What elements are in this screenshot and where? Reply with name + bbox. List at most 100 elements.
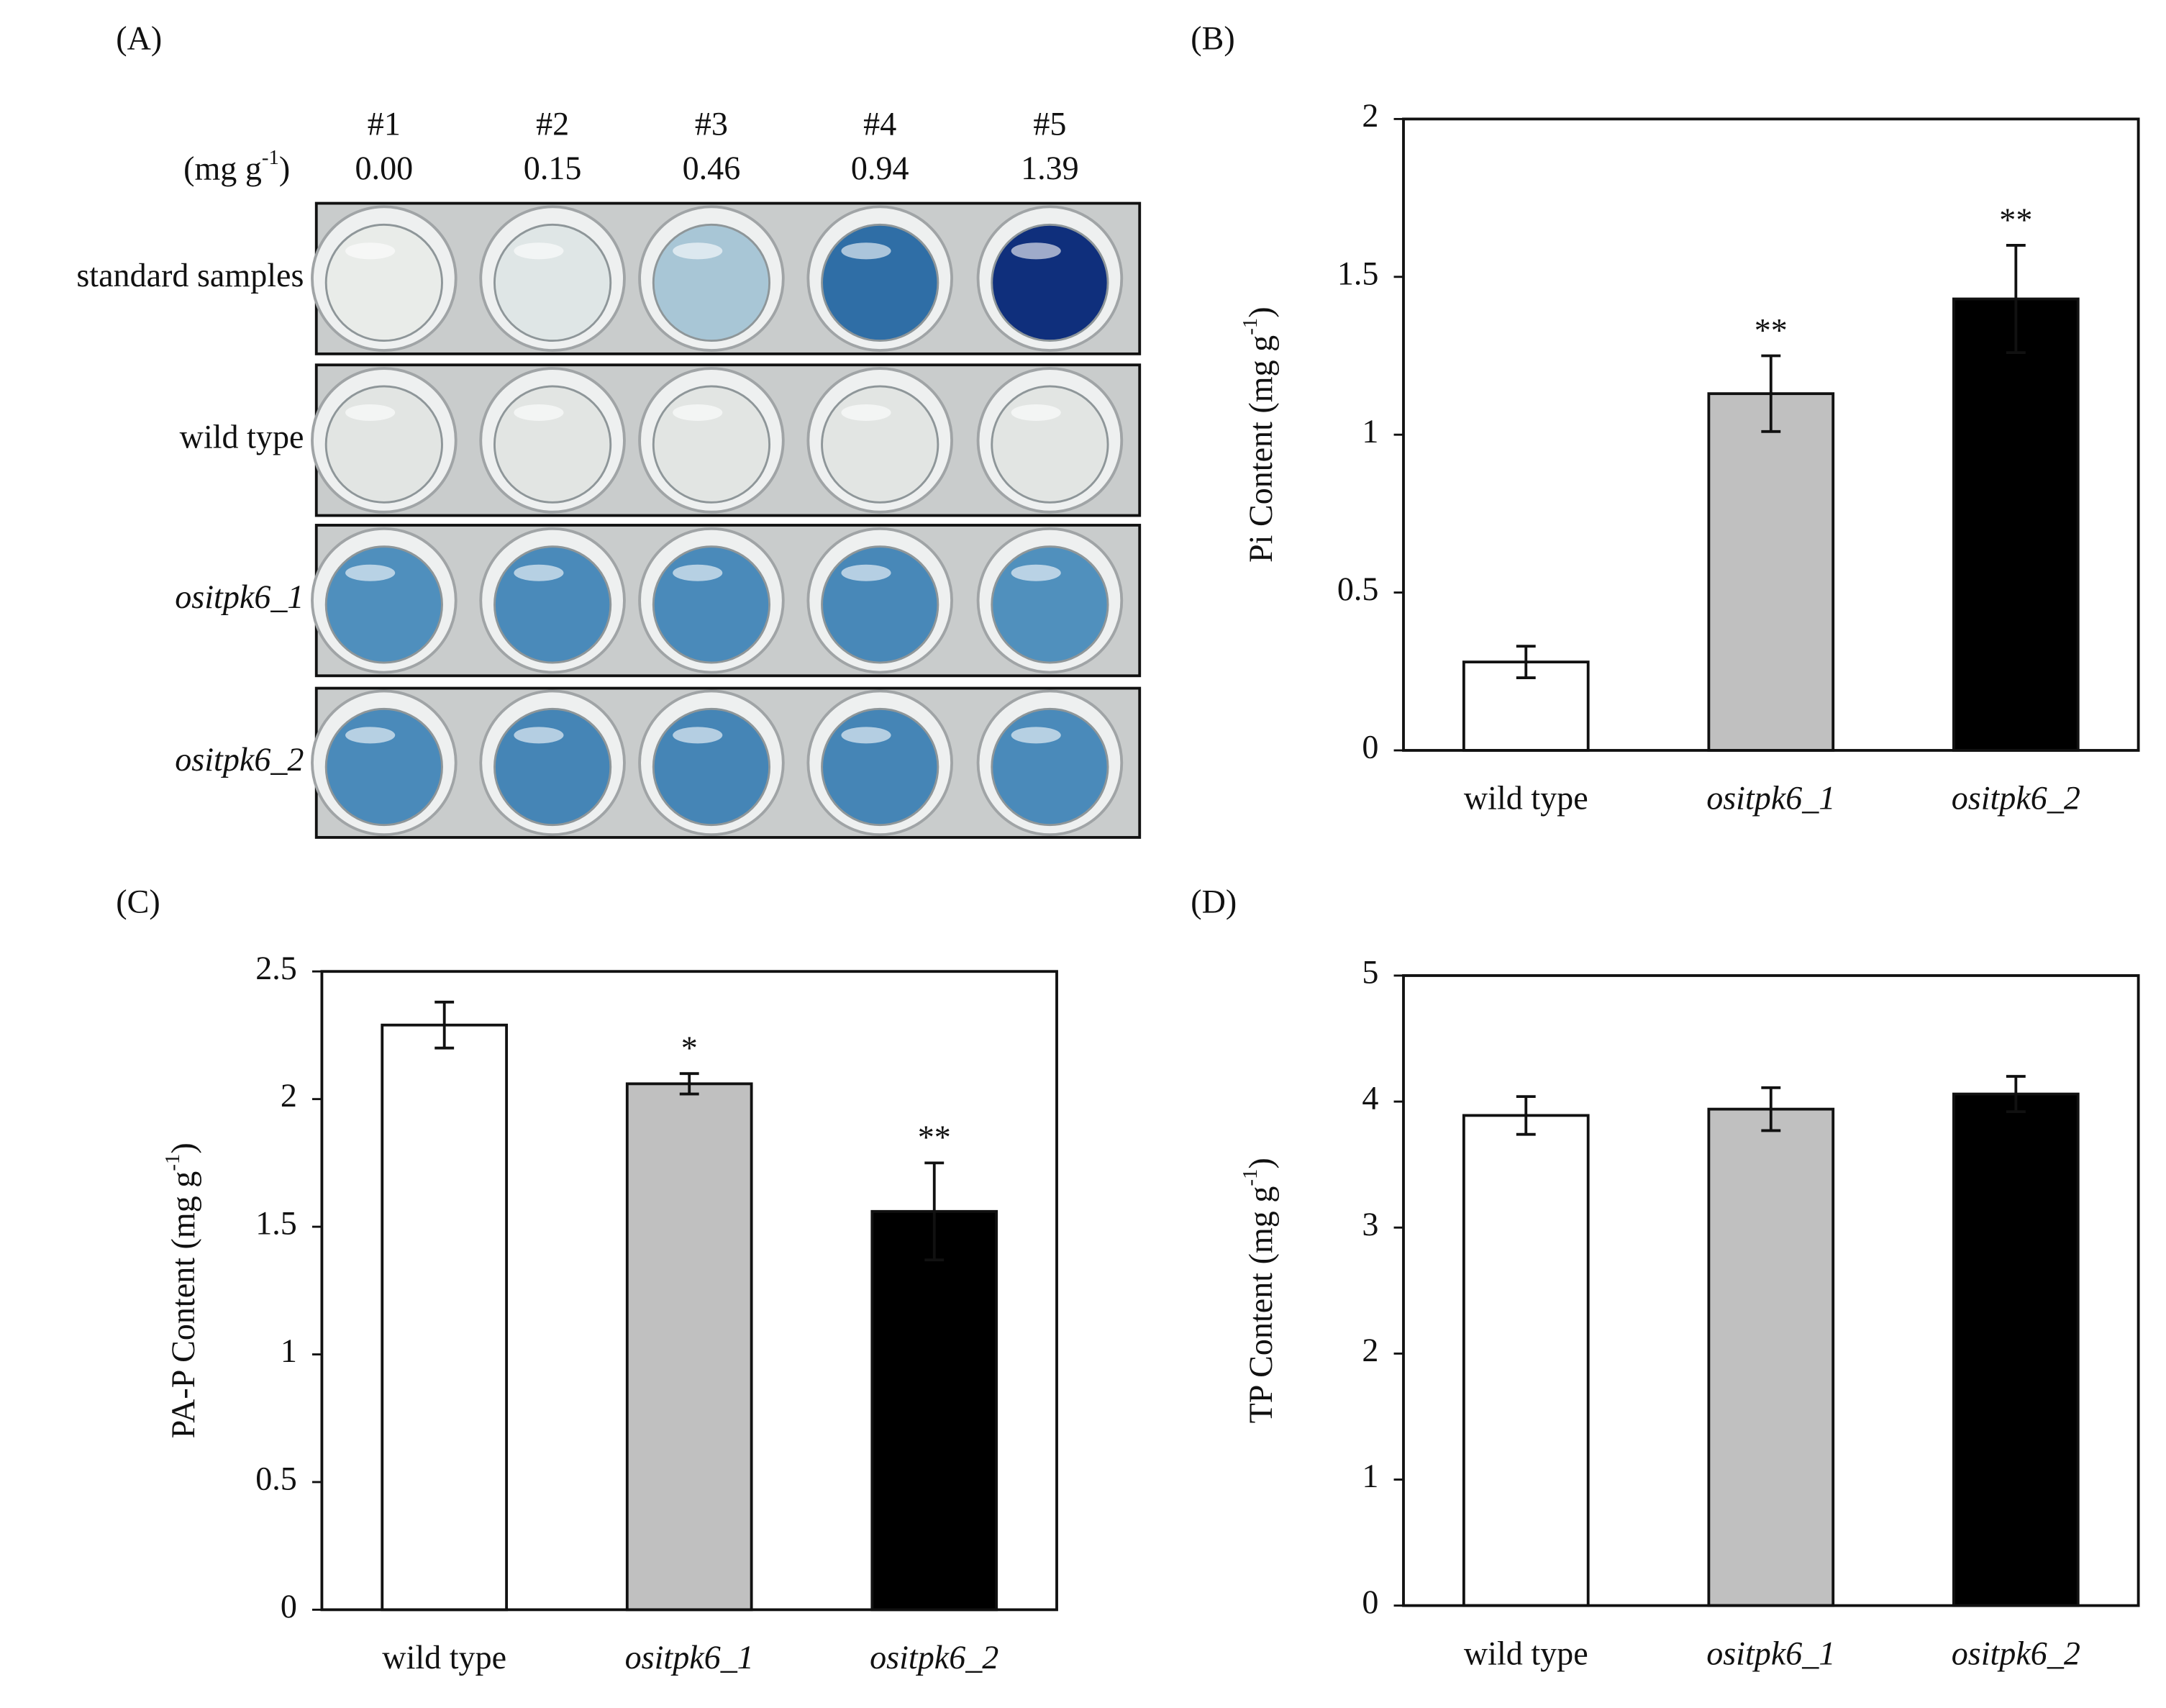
bar (1462, 1114, 1590, 1607)
well-shine (841, 564, 891, 581)
column-id: #5 (1033, 106, 1066, 142)
y-label-main: Pi Content (mg g (1242, 335, 1279, 563)
y-axis-label: TP Content (mg g-1) (1238, 1158, 1278, 1423)
y-tick-label: 1 (1362, 413, 1378, 450)
panel-label: (A) (116, 19, 162, 56)
well-shine (1011, 727, 1061, 744)
error-bar (1761, 1086, 1781, 1132)
significance: * (681, 1030, 698, 1066)
y-tick-label: 1.5 (1337, 255, 1379, 291)
y-label-end: ) (1242, 1158, 1279, 1168)
column-id: #1 (368, 106, 401, 142)
x-tick-label: ositpk6_1 (1706, 780, 1835, 817)
well (652, 223, 771, 342)
error-bar (2006, 1075, 2026, 1114)
well-shine (514, 404, 564, 421)
significance: ** (918, 1119, 951, 1155)
well (821, 707, 939, 827)
y-tick-label: 2 (281, 1077, 297, 1114)
well (991, 223, 1109, 342)
column-value: 0.46 (683, 150, 741, 186)
plot-frame (1402, 117, 2140, 752)
bar (1952, 297, 2080, 752)
y-label-sup: -1 (1238, 1169, 1261, 1186)
well-shine (514, 727, 564, 744)
y-tick-label: 2 (1362, 97, 1378, 134)
y-tick-label: 2 (1362, 1332, 1378, 1368)
significance: ** (1999, 201, 2032, 238)
bar (625, 1082, 753, 1612)
row-label: ositpk6_2 (175, 741, 304, 778)
well-shine (345, 727, 396, 744)
plot-frame (1402, 974, 2140, 1607)
well (324, 545, 443, 664)
y-label-end: ) (1242, 306, 1279, 317)
well (493, 707, 612, 827)
well-shine (673, 564, 723, 581)
column-id: #3 (695, 106, 728, 142)
y-label-sup: -1 (1238, 318, 1261, 335)
well-shine (1011, 242, 1061, 260)
well (821, 385, 939, 504)
well-shine (841, 404, 891, 421)
y-tick-label: 2.5 (255, 950, 297, 986)
well-shine (673, 727, 723, 744)
y-tick-label: 3 (1362, 1206, 1378, 1243)
unit-sup: -1 (262, 146, 279, 169)
well (324, 385, 443, 504)
plot-frame (320, 970, 1058, 1612)
panel-label: (C) (116, 883, 160, 920)
y-axis-label: PA-P Content (mg g-1) (161, 1143, 201, 1438)
column-value: 0.94 (851, 150, 909, 186)
error-bar (1761, 354, 1781, 433)
row-label: wild type (180, 418, 304, 455)
well (493, 385, 612, 504)
well-shine (345, 404, 396, 421)
well (493, 545, 612, 664)
error-bar (434, 1000, 455, 1050)
column-value: 1.39 (1021, 150, 1079, 186)
well (821, 545, 939, 664)
well (652, 545, 771, 664)
y-tick-label: 0 (1362, 729, 1378, 766)
x-tick-label: ositpk6_1 (1706, 1635, 1835, 1671)
bar (1707, 392, 1835, 752)
x-tick-label: wild type (1464, 1635, 1588, 1671)
error-bar (1516, 645, 1536, 679)
well-shine (345, 242, 396, 260)
well (991, 385, 1109, 504)
x-tick-label: wild type (382, 1639, 506, 1676)
bar (1707, 1107, 1835, 1607)
well-shine (841, 242, 891, 260)
well-shine (841, 727, 891, 744)
well (652, 385, 771, 504)
y-label-sup: -1 (161, 1154, 184, 1171)
y-tick-label: 0 (281, 1588, 297, 1625)
y-label-main: TP Content (mg g (1242, 1186, 1279, 1424)
well-shine (1011, 564, 1061, 581)
error-bar (679, 1072, 699, 1096)
well (324, 707, 443, 827)
y-tick-label: 1 (1362, 1458, 1378, 1494)
bar (870, 1209, 998, 1612)
well (991, 707, 1109, 827)
y-tick-label: 4 (1362, 1080, 1378, 1117)
unit-main: (mg g (183, 150, 262, 186)
y-tick-label: 0 (1362, 1584, 1378, 1620)
row-label: ositpk6_1 (175, 578, 304, 615)
well (821, 223, 939, 342)
column-id: #4 (863, 106, 896, 142)
well (991, 545, 1109, 664)
unit-label: (mg g-1) (183, 146, 290, 186)
y-tick-label: 0.5 (255, 1461, 297, 1497)
bar (1952, 1092, 2080, 1607)
y-label-end: ) (165, 1143, 201, 1153)
well-shine (514, 564, 564, 581)
panel-label: (D) (1191, 883, 1237, 920)
x-tick-label: wild type (1464, 780, 1588, 817)
column-value: 0.15 (524, 150, 582, 186)
y-axis-label: Pi Content (mg g-1) (1238, 306, 1278, 563)
error-bar (1516, 1095, 1536, 1136)
row-label: standard samples (76, 257, 304, 294)
well (652, 707, 771, 827)
